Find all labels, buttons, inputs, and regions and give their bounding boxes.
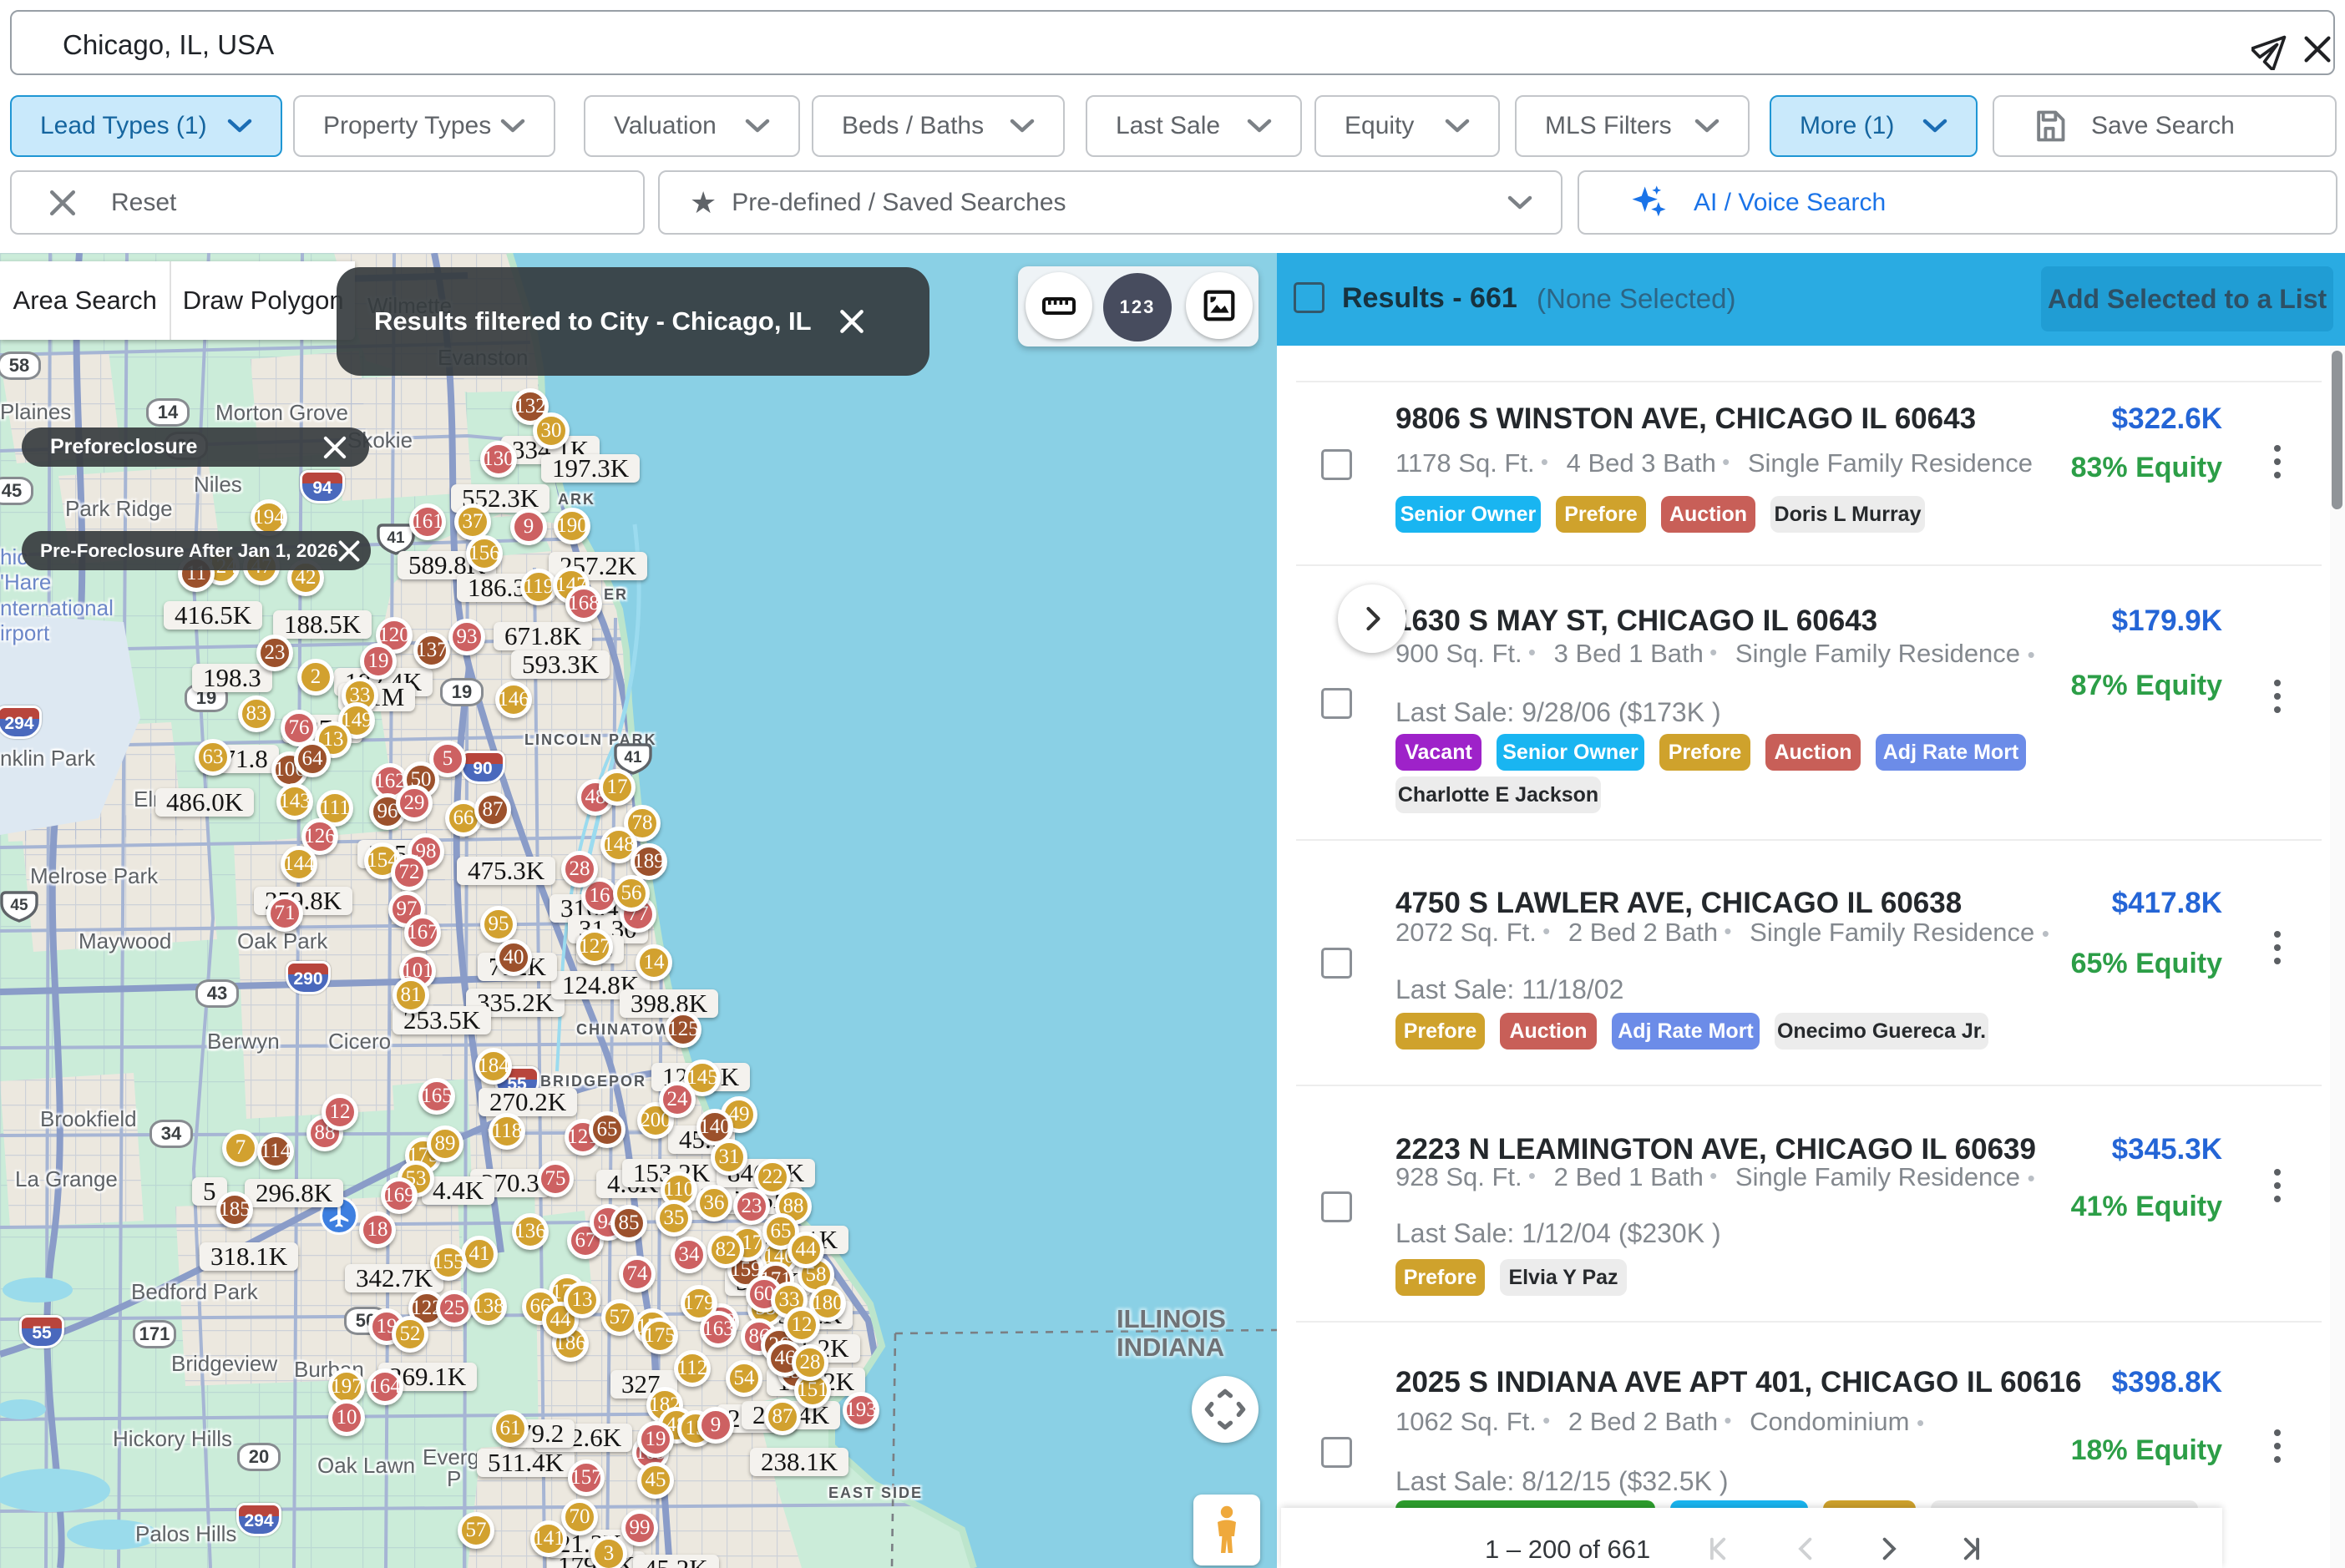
svg-text:41: 41 — [387, 529, 405, 547]
svg-text:45: 45 — [10, 897, 28, 914]
svg-text:41: 41 — [624, 749, 642, 766]
